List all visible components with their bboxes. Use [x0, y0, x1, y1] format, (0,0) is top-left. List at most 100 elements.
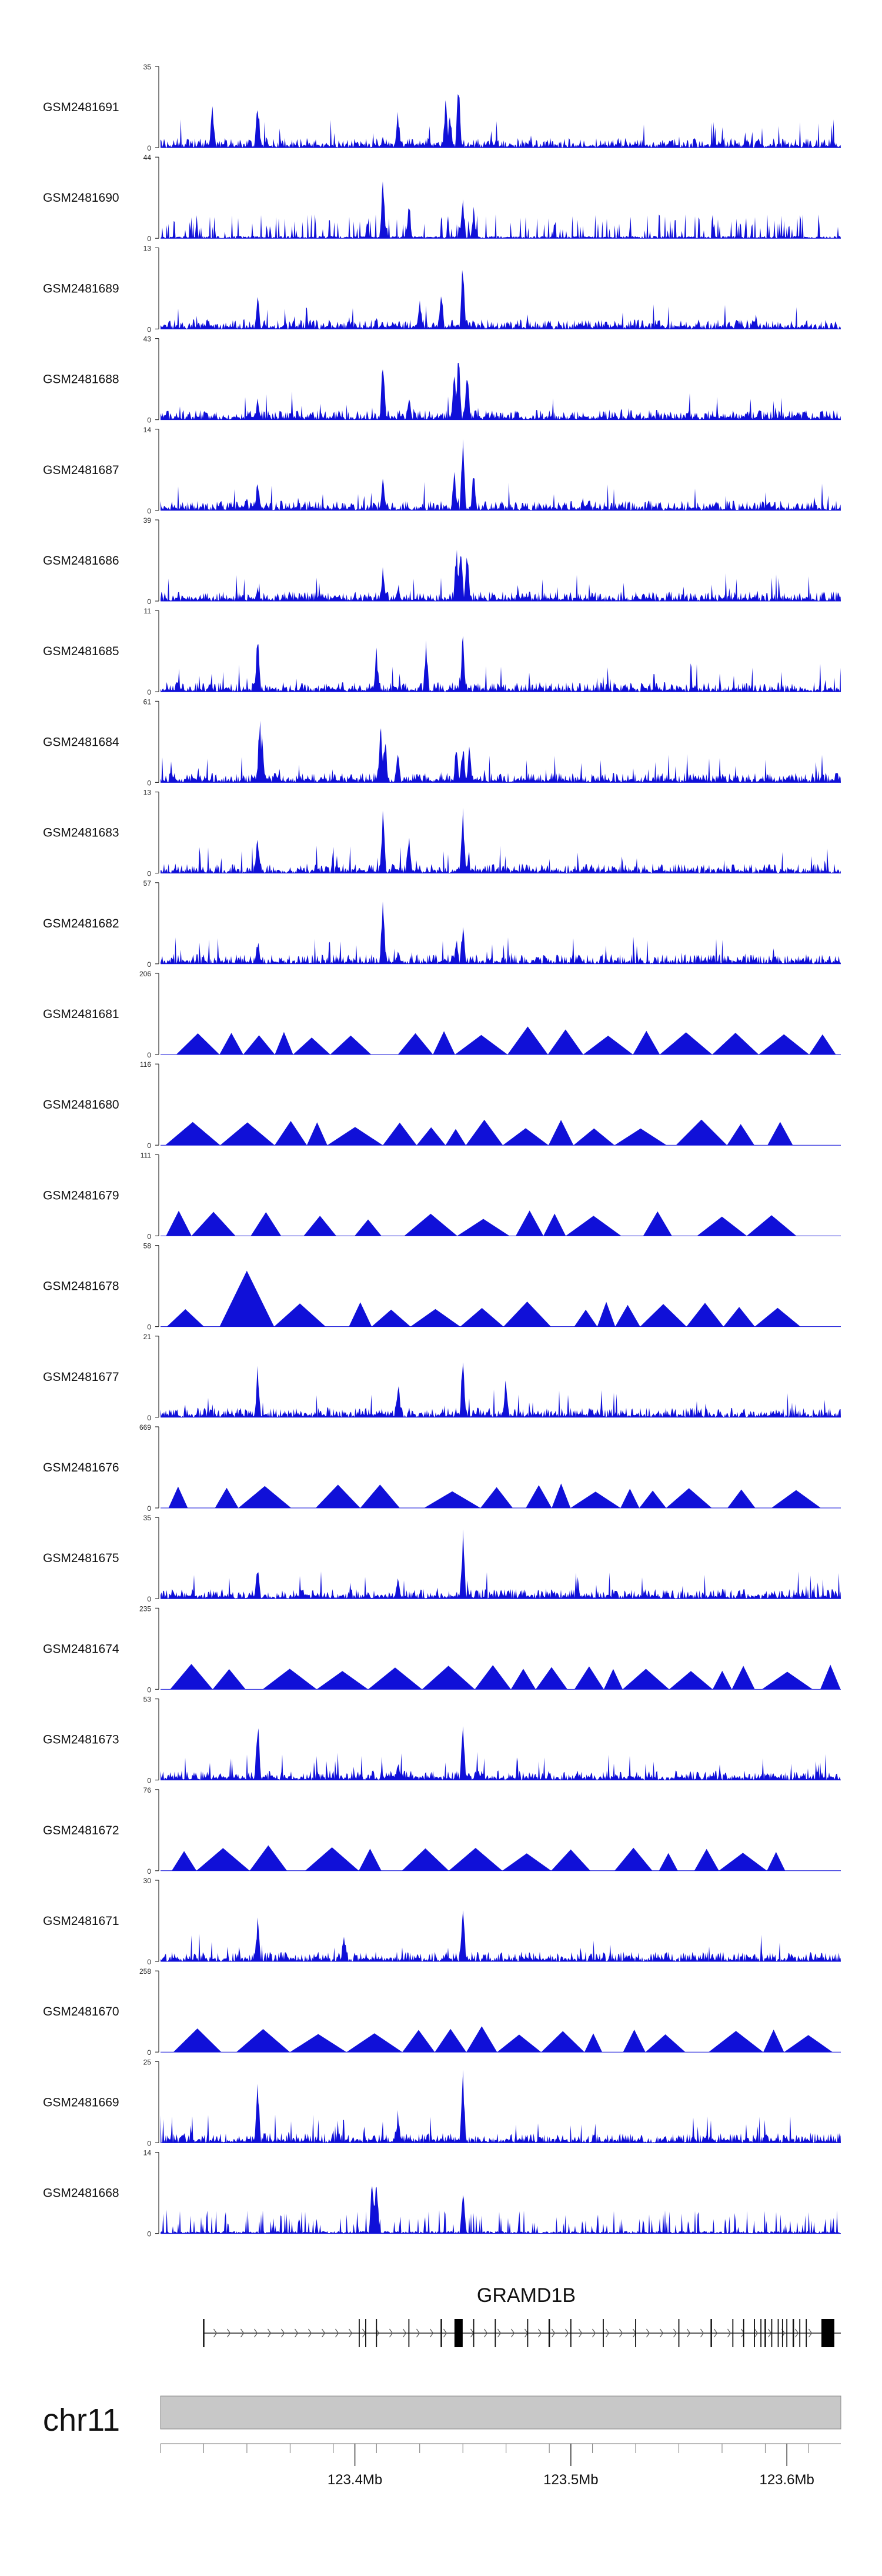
- strand-arrow: [537, 2328, 542, 2338]
- signal-area: [161, 1362, 841, 1417]
- track-label: GSM2481686: [43, 554, 119, 568]
- track-label: GSM2481669: [43, 2095, 119, 2109]
- track-label: GSM2481670: [43, 2005, 119, 2018]
- exon-coding-block: [454, 2319, 463, 2347]
- y-max-label: 235: [139, 1604, 151, 1613]
- exon: [203, 2319, 205, 2347]
- y-max-label: 13: [143, 789, 152, 797]
- track-label: GSM2481673: [43, 1733, 119, 1747]
- y-max-label: 35: [143, 63, 152, 71]
- strand-arrow: [226, 2328, 231, 2338]
- y-min-label: 0: [147, 1323, 151, 1332]
- track-label: GSM2481678: [43, 1280, 119, 1293]
- signal-area: [166, 1270, 801, 1327]
- y-max-label: 44: [143, 154, 152, 162]
- y-min-label: 0: [147, 2139, 151, 2147]
- exon: [527, 2319, 529, 2347]
- y-min-label: 0: [147, 1867, 151, 1876]
- y-max-label: 111: [141, 1151, 152, 1159]
- strand-arrow: [727, 2328, 731, 2338]
- track-label: GSM2481681: [43, 1007, 119, 1021]
- track-GSM2481691: GSM2481691 35 0: [43, 63, 841, 152]
- exon: [570, 2319, 572, 2347]
- signal-area: [161, 362, 841, 420]
- y-min-label: 0: [147, 507, 151, 515]
- y-max-label: 43: [143, 335, 152, 343]
- exon: [376, 2319, 377, 2347]
- y-max-label: 35: [143, 1514, 152, 1522]
- strand-arrow: [416, 2328, 420, 2338]
- chromosome-ideogram: chr11 123.4Mb 123.5Mb 123.6Mb: [43, 2395, 841, 2488]
- strand-arrow: [429, 2328, 434, 2338]
- coordinate-tick-label: 123.5Mb: [543, 2472, 598, 2488]
- exon: [603, 2319, 604, 2347]
- strand-arrow: [510, 2328, 515, 2338]
- exon: [781, 2319, 783, 2347]
- signal-area: [161, 549, 841, 601]
- exon: [764, 2319, 766, 2347]
- exon: [732, 2319, 734, 2347]
- track-label: GSM2481682: [43, 917, 119, 930]
- chromosome-band: [160, 2395, 841, 2430]
- track-label: GSM2481690: [43, 191, 119, 205]
- strand-arrow: [754, 2328, 759, 2338]
- signal-area: [170, 1664, 841, 1690]
- signal-area: [161, 270, 841, 329]
- y-max-label: 258: [139, 1967, 151, 1976]
- strand-arrow: [592, 2328, 596, 2338]
- y-min-label: 0: [147, 1051, 151, 1059]
- strand-arrow: [700, 2328, 704, 2338]
- track-label: GSM2481688: [43, 373, 119, 386]
- exon: [792, 2319, 794, 2347]
- exon: [408, 2319, 410, 2347]
- y-min-label: 0: [147, 1414, 151, 1422]
- strand-arrow: [348, 2328, 353, 2338]
- exon: [777, 2319, 779, 2347]
- y-min-label: 0: [147, 870, 151, 878]
- track-label: GSM2481684: [43, 735, 119, 749]
- track-GSM2481681: GSM2481681 206 0: [43, 970, 841, 1059]
- y-min-label: 0: [147, 1504, 151, 1513]
- track-label: GSM2481679: [43, 1189, 119, 1202]
- track-GSM2481683: GSM2481683 13 0: [43, 789, 841, 878]
- strand-arrow: [294, 2328, 299, 2338]
- y-min-label: 0: [147, 1595, 151, 1603]
- y-min-label: 0: [147, 2048, 151, 2057]
- track-GSM2481670: GSM2481670 258 0: [43, 1967, 841, 2057]
- signal-area: [161, 720, 841, 783]
- y-max-label: 14: [143, 426, 152, 434]
- track-label: GSM2481683: [43, 826, 119, 840]
- exon: [473, 2319, 475, 2347]
- y-max-label: 58: [143, 1242, 152, 1250]
- strand-arrow: [335, 2328, 339, 2338]
- y-max-label: 14: [143, 2149, 152, 2157]
- track-label: GSM2481675: [43, 1551, 119, 1565]
- strand-arrow: [673, 2328, 677, 2338]
- y-max-label: 25: [143, 2058, 152, 2066]
- signal-area: [161, 1910, 841, 1961]
- track-GSM2481687: GSM2481687 14 0: [43, 426, 841, 515]
- y-min-label: 0: [147, 1686, 151, 1694]
- strand-arrow: [321, 2328, 326, 2338]
- y-min-label: 0: [147, 1777, 151, 1785]
- strand-arrow: [551, 2328, 556, 2338]
- y-max-label: 669: [139, 1423, 151, 1432]
- y-max-label: 76: [143, 1786, 152, 1794]
- track-GSM2481685: GSM2481685 11 0: [43, 607, 841, 696]
- strand-arrow: [483, 2328, 488, 2338]
- track-GSM2481677: GSM2481677 21 0: [43, 1333, 841, 1422]
- y-min-label: 0: [147, 688, 151, 696]
- strand-arrow: [253, 2328, 258, 2338]
- strand-arrow: [308, 2328, 312, 2338]
- track-label: GSM2481691: [43, 101, 119, 114]
- track-GSM2481671: GSM2481671 30 0: [43, 1877, 841, 1966]
- strand-arrow: [213, 2328, 218, 2338]
- exon: [771, 2319, 773, 2347]
- signal-area: [161, 94, 841, 148]
- y-min-label: 0: [147, 235, 151, 243]
- strand-arrow: [402, 2328, 407, 2338]
- y-min-label: 0: [147, 1232, 151, 1240]
- signal-area: [161, 181, 841, 239]
- strand-arrow: [280, 2328, 285, 2338]
